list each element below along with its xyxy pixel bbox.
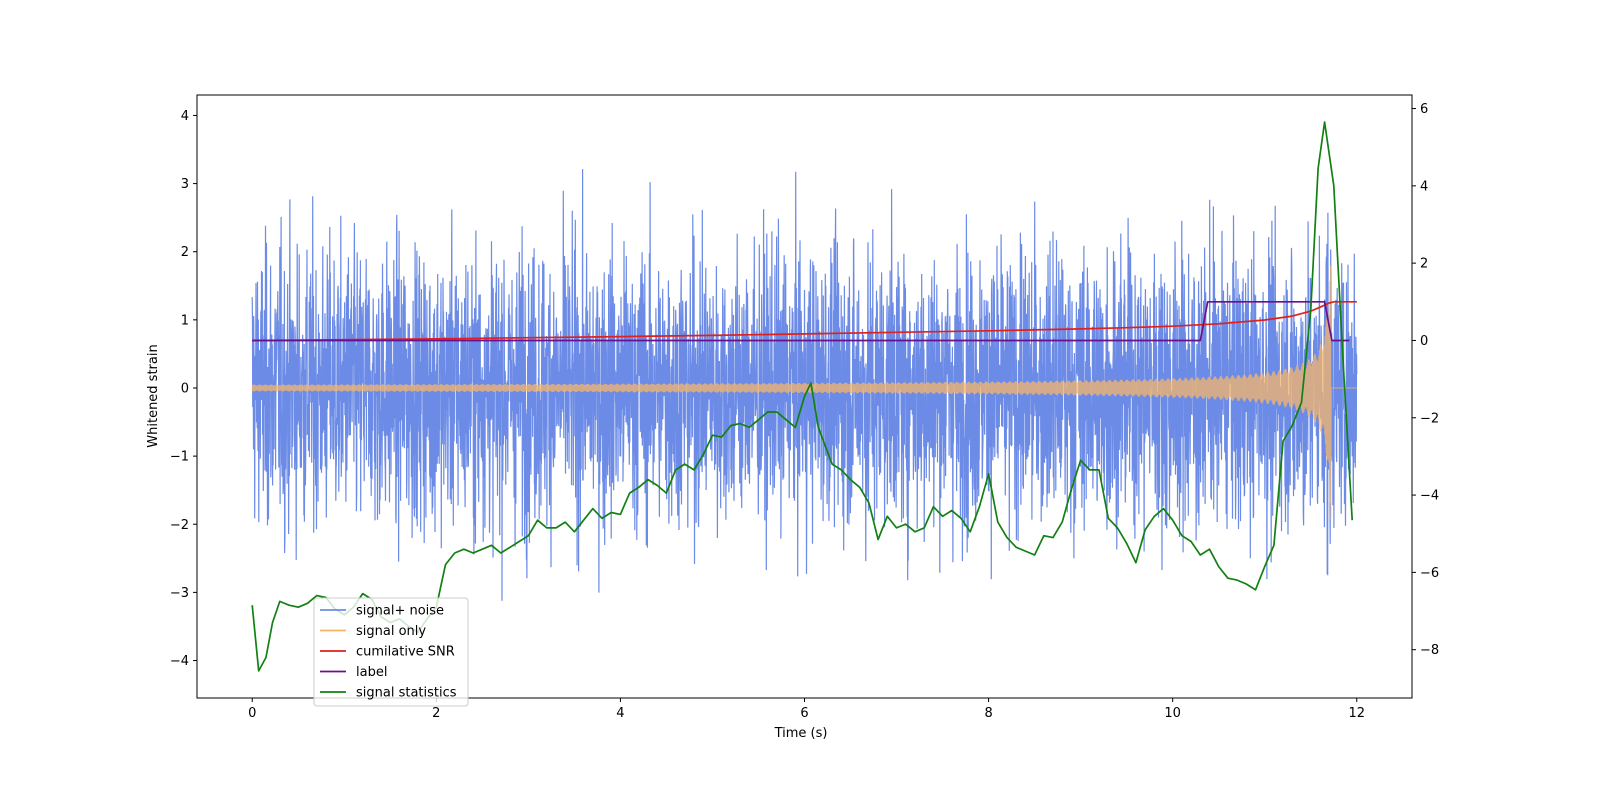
series-signal-only: [251, 265, 1357, 519]
y-tick-label: 1: [181, 313, 189, 328]
plot-area: [251, 121, 1358, 672]
y-tick-label: 3: [181, 177, 189, 192]
series-cumulative-snr: [252, 300, 1357, 342]
y-tick-label: −3: [170, 586, 189, 601]
y2-tick-label: −6: [1420, 566, 1439, 581]
y-axis-left: −4 −3 −2 −1 0 1 2 3 4: [170, 109, 197, 669]
y-axis-label: Whitened strain: [146, 344, 161, 447]
x-tick-label: 10: [1164, 706, 1181, 721]
y-tick-label: 0: [181, 381, 189, 396]
x-axis-label: Time (s): [774, 726, 828, 741]
y-tick-label: −2: [170, 518, 189, 533]
y2-tick-label: −2: [1420, 411, 1439, 426]
x-tick-label: 2: [432, 706, 440, 721]
y-tick-label: 2: [181, 245, 189, 260]
x-tick-label: 4: [616, 706, 624, 721]
x-tick-label: 6: [800, 706, 808, 721]
legend-entry: signal+ noise: [356, 604, 444, 619]
legend-entry: signal only: [356, 624, 426, 639]
y2-tick-label: −8: [1420, 643, 1439, 658]
x-tick-label: 12: [1348, 706, 1365, 721]
legend-entry: cumilative SNR: [356, 645, 455, 660]
legend: signal+ noise signal only cumilative SNR la…: [313, 597, 469, 707]
y2-tick-label: 2: [1420, 257, 1428, 272]
y-tick-label: −4: [170, 654, 189, 669]
y-tick-label: −1: [170, 450, 189, 465]
series-label: [252, 300, 1350, 342]
legend-box: [313, 597, 469, 707]
y2-tick-label: −4: [1420, 489, 1439, 504]
x-tick-label: 0: [248, 706, 256, 721]
legend-entry: signal statistics: [356, 686, 457, 701]
legend-entry: label: [356, 665, 387, 680]
y2-tick-label: 4: [1420, 179, 1428, 194]
x-tick-label: 8: [984, 706, 992, 721]
y-tick-label: 4: [181, 109, 189, 124]
y2-tick-label: 0: [1420, 334, 1428, 349]
y-axis-right: −8 −6 −4 −2 0 2 4 6: [1412, 102, 1439, 658]
y2-tick-label: 6: [1420, 102, 1428, 117]
